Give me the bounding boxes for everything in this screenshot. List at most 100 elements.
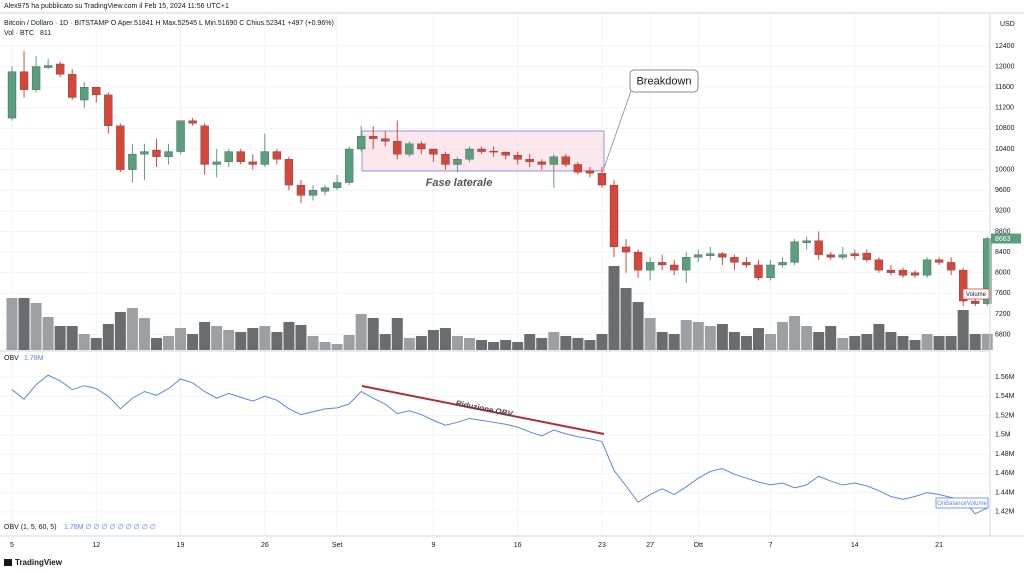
candle-body xyxy=(850,253,859,256)
volume-bar xyxy=(150,338,162,350)
x-tick-label: 26 xyxy=(261,542,269,549)
volume-bar xyxy=(536,338,548,350)
volume-bar xyxy=(211,326,223,350)
candle-body xyxy=(898,269,908,276)
y-tick-label: 12000 xyxy=(995,63,1015,70)
volume-bar xyxy=(235,332,247,350)
volume-bar xyxy=(957,310,969,350)
obv-settings: OBV (1, 5, 60, 5) xyxy=(4,524,57,531)
x-tick-label: 12 xyxy=(92,542,100,549)
volume-bar xyxy=(259,326,271,350)
volume-bar xyxy=(271,332,283,350)
candle-body xyxy=(513,155,522,160)
obv-tick-label: 1.56M xyxy=(995,374,1015,381)
volume-bar xyxy=(391,318,403,350)
logo xyxy=(4,559,12,566)
volume-legend: Vol · BTC xyxy=(4,30,34,37)
volume-bar xyxy=(331,344,343,350)
volume-bar xyxy=(728,332,740,350)
volume-bar xyxy=(789,316,801,350)
candle-body xyxy=(886,269,896,273)
x-tick-label: 19 xyxy=(177,542,185,549)
candle-body xyxy=(658,262,667,266)
candle-body xyxy=(585,170,595,174)
volume-bar xyxy=(777,322,789,350)
candle-body xyxy=(477,148,486,152)
candle-body xyxy=(7,71,17,119)
candle-body xyxy=(453,159,462,165)
y-tick-label: 10000 xyxy=(995,166,1015,173)
obv-tag: OnBalanceVolume xyxy=(937,501,987,507)
currency: USD xyxy=(1000,21,1015,28)
x-tick-label: 23 xyxy=(598,542,606,549)
obv-tick-label: 1.52M xyxy=(995,412,1015,419)
candle-body xyxy=(465,148,474,160)
candle-body xyxy=(224,151,233,163)
y-tick-label: 10400 xyxy=(995,146,1015,153)
candle-body xyxy=(393,141,402,155)
volume-bar xyxy=(873,324,885,350)
obv-tick-label: 1.46M xyxy=(995,470,1015,477)
volume-bar xyxy=(18,298,30,350)
candle-body xyxy=(128,154,137,170)
volume-bar xyxy=(367,318,379,350)
y-tick-label: 11200 xyxy=(995,105,1014,112)
candle-body xyxy=(730,257,739,263)
x-tick-label: 9 xyxy=(431,542,435,549)
candle-body xyxy=(525,159,534,163)
callout-box xyxy=(629,69,699,93)
candle-body xyxy=(308,190,318,196)
volume-bar xyxy=(343,335,355,350)
candle-body xyxy=(934,259,944,263)
volume-bar xyxy=(548,332,560,350)
volume-bar xyxy=(849,336,861,350)
candle-body xyxy=(694,254,703,258)
obv-tick-label: 1.44M xyxy=(995,489,1015,496)
volume-bar xyxy=(319,342,331,350)
volume-bar xyxy=(668,334,680,350)
volume-bar xyxy=(500,340,512,350)
candle-body xyxy=(814,240,823,255)
grid xyxy=(0,14,990,536)
volume-bar xyxy=(295,325,307,350)
volume-bar xyxy=(427,330,439,350)
volume-bar xyxy=(187,334,199,350)
volume-bar xyxy=(704,326,716,350)
candle-body xyxy=(369,135,378,139)
candle-body xyxy=(212,161,221,165)
y-tick-label: 7200 xyxy=(995,311,1011,318)
candle-body xyxy=(946,262,956,271)
volume-bar xyxy=(885,332,897,350)
volume-bar xyxy=(921,334,933,350)
last-price-label: 8663 xyxy=(995,236,1011,243)
obv-tick-label: 1.42M xyxy=(995,509,1015,516)
volume-bar xyxy=(861,334,873,350)
volume-bar xyxy=(283,322,295,350)
volume-bar xyxy=(6,298,18,350)
candle-body xyxy=(609,184,619,248)
candle-body xyxy=(104,94,113,126)
volume-bar xyxy=(379,334,391,350)
y-tick-label: 8000 xyxy=(995,270,1011,277)
y-tick-label: 8400 xyxy=(995,249,1011,256)
candle-body xyxy=(983,238,992,304)
volume-bar xyxy=(307,336,319,350)
volume-bar xyxy=(199,322,211,350)
volume-bar xyxy=(560,336,572,350)
candle-body xyxy=(260,151,269,165)
volume-bar xyxy=(765,334,777,350)
volume-bar xyxy=(415,336,427,350)
range-label: Fase laterale xyxy=(426,177,493,189)
obv-settings-values: 1.78M ∅ ∅ ∅ ∅ ∅ ∅ ∅ ∅ ∅ xyxy=(64,524,156,531)
callout-line xyxy=(603,87,633,169)
candle-body xyxy=(152,149,161,157)
volume-bar xyxy=(524,334,536,350)
volume-bar xyxy=(476,340,488,350)
candle-body xyxy=(645,262,655,271)
candle-body xyxy=(670,264,679,271)
candle-body xyxy=(682,257,691,271)
volume-bar xyxy=(512,342,524,350)
y-tick-label: 7600 xyxy=(995,290,1011,297)
candle-body xyxy=(790,241,799,263)
